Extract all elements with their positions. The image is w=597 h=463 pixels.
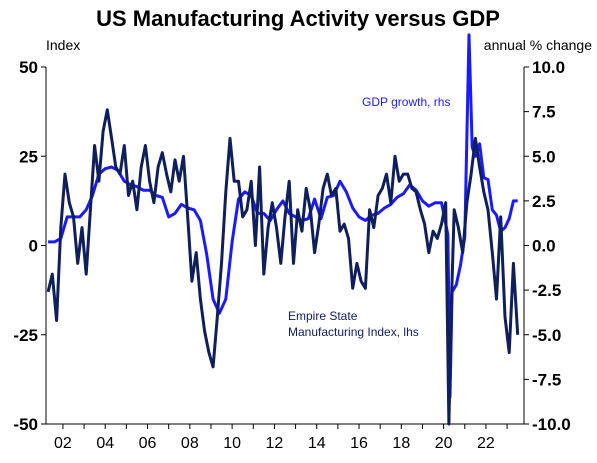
x-tick-label: 12 <box>266 435 284 452</box>
right-tick-label: 2.5 <box>532 192 556 211</box>
x-ticks: 02 04 06 08 10 12 14 16 18 20 22 <box>54 424 508 452</box>
right-tick-label: 0.0 <box>532 237 556 256</box>
left-tick-label: 50 <box>19 58 38 77</box>
right-tick-label: 10.0 <box>532 58 565 77</box>
annotation-empire-state-index: Empire State Manufacturing Index, lhs <box>288 309 419 339</box>
series-layer <box>46 33 520 426</box>
right-tick-label: -2.5 <box>532 281 561 300</box>
series-line-empire-state-index <box>46 108 520 426</box>
right-tick-label: 5.0 <box>532 147 556 166</box>
right-tick-label: -10.0 <box>532 415 571 434</box>
x-tick-label: 04 <box>96 435 114 452</box>
left-tick-label: 0 <box>29 237 38 256</box>
right-y-ticks: 10.0 7.5 5.0 2.5 0.0 -2.5 -5.0 -7.5 -10.0 <box>524 58 571 434</box>
left-tick-label: -25 <box>13 326 38 345</box>
annotation-line: Empire State <box>288 309 358 323</box>
left-tick-label: -50 <box>13 415 38 434</box>
x-tick-label: 20 <box>435 435 453 452</box>
right-tick-label: -7.5 <box>532 370 561 389</box>
annotation-line: GDP growth, rhs <box>362 95 450 109</box>
x-tick-label: 22 <box>477 435 495 452</box>
x-tick-label: 06 <box>139 435 157 452</box>
right-tick-label: 7.5 <box>532 103 556 122</box>
annotation-gdp-growth: GDP growth, rhs <box>362 95 450 109</box>
x-tick-label: 02 <box>54 435 72 452</box>
left-tick-label: 25 <box>19 147 38 166</box>
right-tick-label: -5.0 <box>532 326 561 345</box>
annotation-line: Manufacturing Index, lhs <box>288 325 419 339</box>
x-tick-label: 08 <box>181 435 199 452</box>
x-tick-label: 10 <box>223 435 241 452</box>
x-tick-label: 14 <box>308 435 326 452</box>
left-y-ticks: 50 25 0 -25 -50 <box>13 58 46 434</box>
x-tick-label: 16 <box>350 435 368 452</box>
x-tick-label: 18 <box>392 435 410 452</box>
chart-title: US Manufacturing Activity versus GDP <box>96 6 500 31</box>
right-axis-unit-label: annual % change <box>484 37 592 53</box>
left-axis-unit-label: Index <box>46 37 80 53</box>
